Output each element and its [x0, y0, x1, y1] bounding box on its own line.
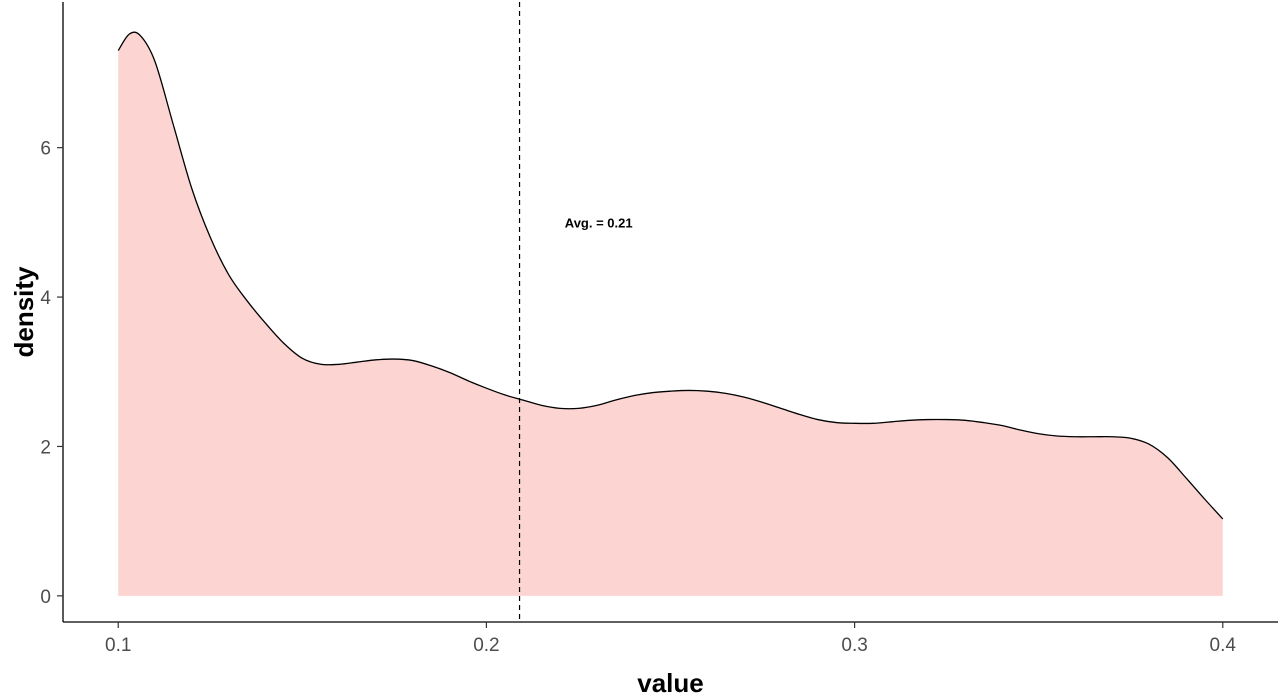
y-tick-label: 0: [40, 587, 51, 608]
y-tick-label: 2: [40, 437, 51, 458]
density-curve: [117, 31, 1224, 520]
x-tick-label: 0.1: [105, 635, 131, 656]
x-axis-title: value: [637, 668, 704, 695]
x-tick-label: 0.3: [841, 635, 867, 656]
y-axis-title: density: [9, 266, 39, 358]
y-tick-label: 6: [40, 139, 51, 160]
mean-annotation: Avg. = 0.21: [565, 215, 633, 230]
y-tick-label: 4: [40, 288, 51, 309]
x-tick-label: 0.2: [473, 635, 499, 656]
x-tick-label: 0.4: [1210, 635, 1237, 656]
plot-area: Avg. = 0.21: [117, 2, 1224, 622]
density-area-fill: [118, 32, 1223, 596]
x-axis: 0.1 0.2 0.3 0.4: [63, 621, 1278, 656]
y-axis: 0 2 4 6: [40, 2, 64, 622]
